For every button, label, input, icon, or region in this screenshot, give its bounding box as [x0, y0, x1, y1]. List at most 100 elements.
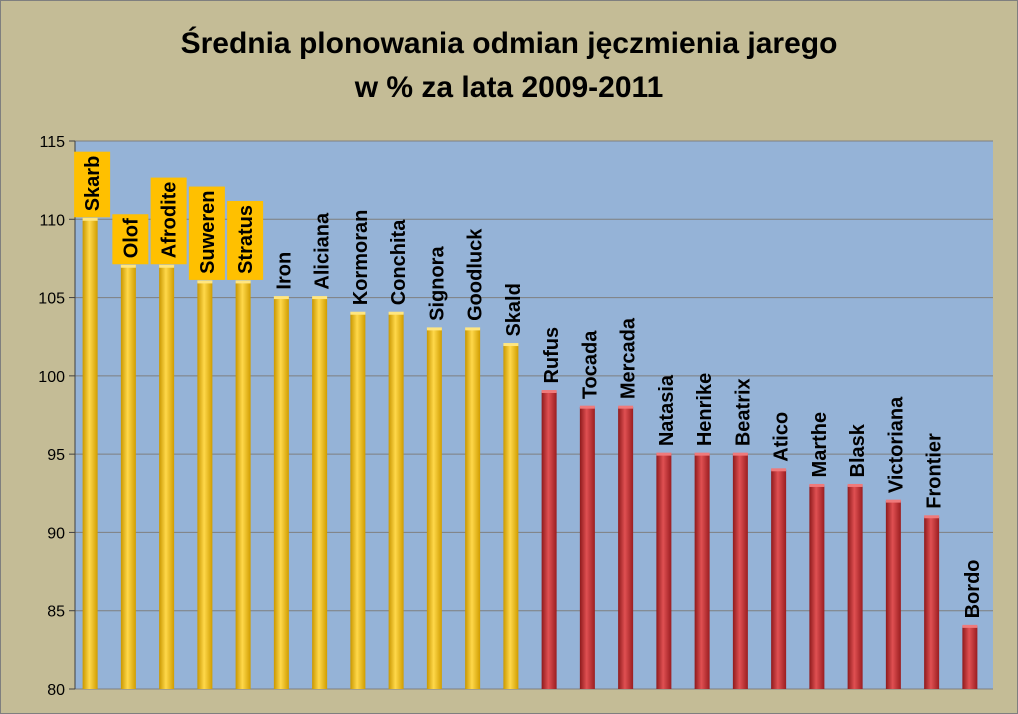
- bar-cap: [656, 452, 672, 456]
- bar-label: Aliciana: [312, 212, 334, 290]
- bar: [656, 454, 672, 689]
- bar-label: Skald: [503, 283, 525, 336]
- y-axis: 80 85 90 95 100 105 110 115: [38, 134, 76, 699]
- bar-label-highlight: [188, 186, 225, 280]
- bar-cap: [350, 311, 366, 315]
- bar-cap: [235, 280, 251, 284]
- bars: [82, 217, 978, 690]
- y-tick-label: 110: [39, 212, 65, 229]
- bar-label-group: Suweren: [188, 186, 225, 280]
- bar: [579, 407, 595, 689]
- bar-label-group: Beatrix: [732, 378, 754, 446]
- bar-cap: [197, 280, 213, 284]
- y-tick-label: 115: [39, 134, 65, 151]
- bar: [771, 469, 787, 689]
- bar: [388, 313, 404, 689]
- bar-label: Skarb: [82, 156, 104, 212]
- bar-label: Henrike: [694, 373, 716, 446]
- bar-cap: [541, 390, 557, 394]
- bar-cap: [426, 327, 442, 331]
- bar-cap: [465, 327, 481, 331]
- bar-label-group: Skald: [503, 283, 525, 336]
- y-tick-label: 100: [38, 369, 65, 386]
- bar: [350, 313, 366, 689]
- bar: [159, 266, 175, 689]
- bar: [465, 328, 481, 689]
- bar-label-highlight: [227, 201, 264, 280]
- bar-label: Rufus: [541, 327, 563, 384]
- bar-label: Bordo: [962, 559, 984, 618]
- bar-cap: [120, 264, 136, 268]
- bar-label-group: Stratus: [227, 201, 264, 280]
- bar: [924, 516, 940, 689]
- bar-label-highlight: [112, 214, 149, 265]
- bar: [312, 297, 328, 689]
- bar: [273, 297, 289, 689]
- bar-label: Tocada: [579, 330, 601, 399]
- bar-label: Afrodite: [159, 182, 181, 259]
- chart-title-line-2: w % za lata 2009-2011: [354, 71, 664, 104]
- bar-label-group: Olof: [112, 214, 149, 265]
- bar: [809, 485, 825, 689]
- bar-label-group: Blask: [847, 423, 869, 477]
- bar-label-group: Bordo: [962, 559, 984, 618]
- bar-label: Kormoran: [350, 210, 372, 306]
- bar-labels: Skarb Olof Afrodite Suweren Stratus Iron Alici…: [74, 151, 984, 618]
- y-tick-label: 105: [38, 291, 65, 308]
- bar-label: Frontier: [924, 433, 946, 509]
- bar-label: Olof: [120, 218, 142, 258]
- bar: [82, 219, 98, 690]
- bar: [847, 485, 863, 689]
- bar: [503, 344, 519, 689]
- bar-label: Natasia: [656, 374, 678, 446]
- bar-cap: [962, 624, 978, 628]
- bar-cap: [273, 296, 289, 300]
- bar-cap: [771, 468, 787, 472]
- bar-label: Suweren: [197, 191, 219, 274]
- bar: [426, 328, 442, 689]
- bar-label-group: Victoriana: [885, 396, 907, 493]
- bar: [197, 281, 213, 689]
- y-tick-label: 85: [47, 604, 65, 621]
- bar: [618, 407, 634, 689]
- bar-label-group: Frontier: [924, 433, 946, 509]
- bar-label-group: Marthe: [809, 412, 831, 478]
- bar-label-group: Tocada: [579, 330, 601, 399]
- y-tick-label: 80: [47, 682, 65, 699]
- bar-label-group: Afrodite: [150, 177, 187, 265]
- bar-label: Marthe: [809, 412, 831, 478]
- bar-label: Conchita: [388, 219, 410, 305]
- bar-cap: [579, 405, 595, 409]
- bar: [962, 626, 978, 689]
- bar-label-group: Rufus: [541, 327, 563, 384]
- y-tick-label: 90: [47, 525, 65, 542]
- bar-label-group: Iron: [273, 252, 295, 290]
- gridlines: [75, 140, 993, 690]
- bar-label: Goodluck: [465, 228, 487, 321]
- bar-label: Iron: [273, 252, 295, 290]
- bar: [885, 501, 901, 689]
- bar-label-group: Skarb: [74, 151, 111, 218]
- bar: [235, 281, 251, 689]
- bar-label-highlight: [150, 177, 187, 265]
- bar-label-group: Kormoran: [350, 210, 372, 306]
- bar-cap: [847, 483, 863, 487]
- bar-label-group: Goodluck: [465, 228, 487, 321]
- bar-label: Signora: [426, 246, 448, 321]
- bar-label-highlight: [74, 151, 111, 218]
- bar-label-group: Aliciana: [312, 212, 334, 290]
- bar-cap: [694, 452, 710, 456]
- chart-title: Średnia plonowania odmian jęczmienia jar…: [0, 22, 1018, 110]
- bar-label: Stratus: [235, 205, 257, 274]
- y-tick-label: 95: [47, 447, 65, 464]
- bar-cap: [312, 296, 328, 300]
- bar-label: Mercada: [618, 317, 640, 399]
- bar-label-group: Henrike: [694, 373, 716, 446]
- bar-label: Beatrix: [732, 378, 754, 446]
- bar-cap: [809, 483, 825, 487]
- bar-label: Atico: [771, 412, 793, 462]
- bar-cap: [388, 311, 404, 315]
- bar-label: Blask: [847, 423, 869, 477]
- bar-label: Victoriana: [885, 396, 907, 493]
